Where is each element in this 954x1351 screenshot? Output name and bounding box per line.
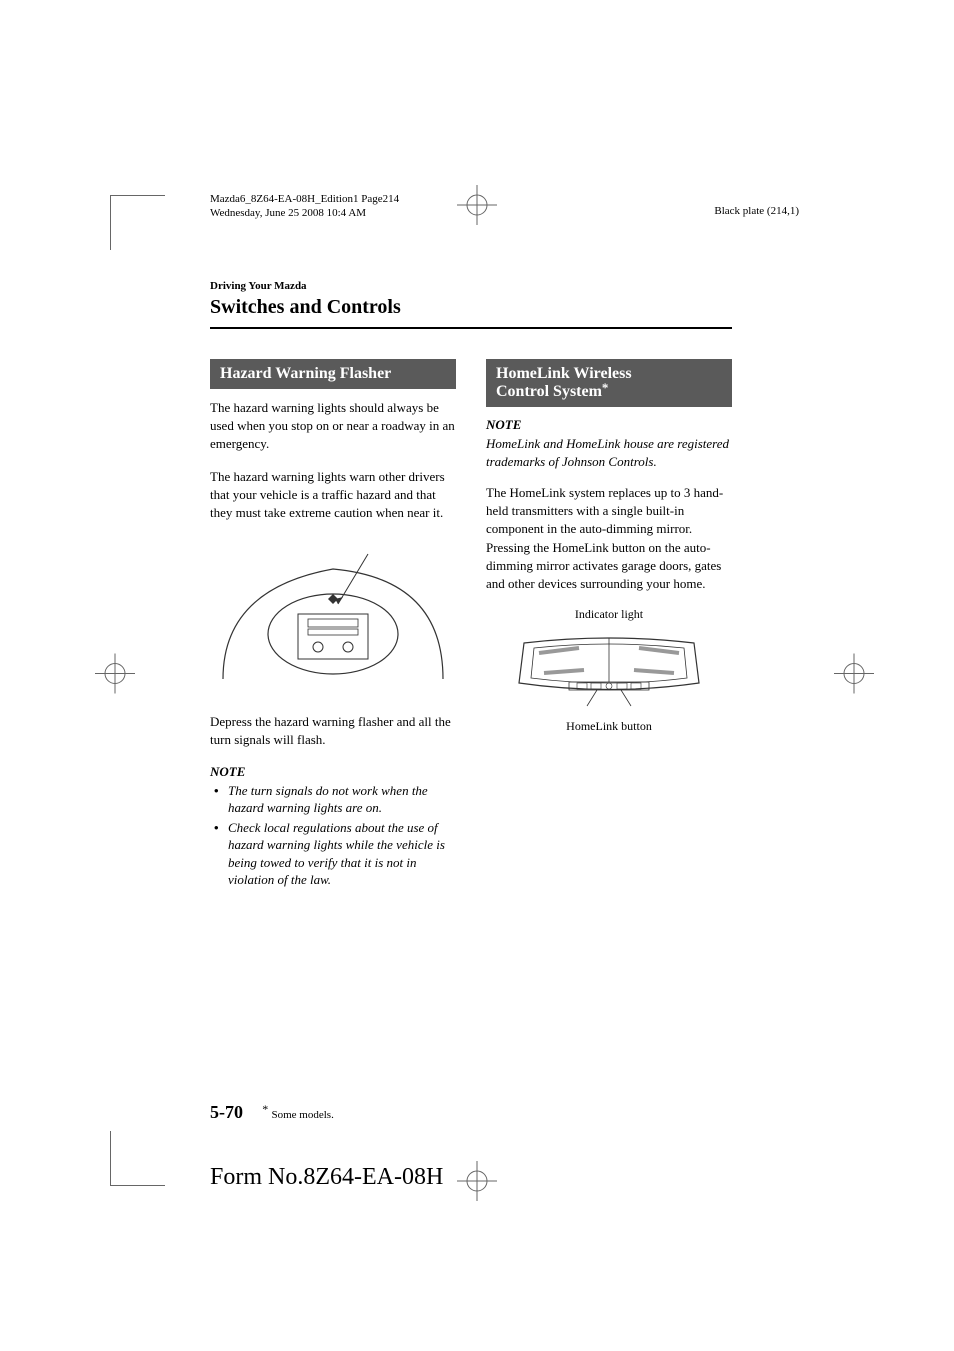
section-title-text: Control System [496,383,602,400]
footnote-symbol: * [262,1102,268,1116]
note-list-item: The turn signals do not work when the ha… [210,782,456,817]
chapter-title: Switches and Controls [210,296,732,329]
asterisk-icon: * [602,380,609,395]
section-header-hazard: Hazard Warning Flasher [210,359,456,389]
diagram-label-bottom: HomeLink button [486,719,732,734]
right-column: HomeLink Wireless Control System* NOTE H… [486,359,732,891]
body-paragraph: The hazard warning lights warn other dri… [210,468,456,523]
registration-mark [457,1161,497,1206]
registration-mark [834,653,874,698]
crop-mark-corner [110,195,165,250]
page-content: Driving Your Mazda Switches and Controls… [210,280,732,891]
body-paragraph: The hazard warning lights should always … [210,399,456,454]
mirror-illustration [509,628,709,708]
form-number: Form No.8Z64-EA-08H [210,1164,443,1191]
mirror-diagram: Indicator light [486,607,732,734]
body-paragraph: Depress the hazard warning flasher and a… [210,713,456,749]
body-paragraph: The HomeLink system replaces up to 3 han… [486,484,732,593]
doc-info-line: Wednesday, June 25 2008 10:4 AM [210,206,399,220]
footnote-text: Some models. [272,1109,334,1121]
diagram-label-top: Indicator light [486,607,732,622]
note-text: HomeLink and HomeLink house are register… [486,435,732,470]
note-label: NOTE [486,417,732,433]
dashboard-illustration [210,536,456,701]
section-header-homelink: HomeLink Wireless Control System* [486,359,732,407]
page-footer: 5-70 * Some models. [210,1102,334,1123]
note-list-item: Check local regulations about the use of… [210,819,456,889]
crop-mark-corner [110,1131,165,1186]
note-list: The turn signals do not work when the ha… [210,782,456,889]
document-header-info: Mazda6_8Z64-EA-08H_Edition1 Page214 Wedn… [210,192,399,221]
registration-mark [457,185,497,230]
breadcrumb: Driving Your Mazda [210,280,732,292]
doc-info-line: Mazda6_8Z64-EA-08H_Edition1 Page214 [210,192,399,206]
black-plate-label: Black plate (214,1) [714,205,799,217]
registration-mark [95,653,135,698]
section-title-text: HomeLink Wireless [496,365,632,382]
page-number: 5-70 [210,1102,243,1122]
left-column: Hazard Warning Flasher The hazard warnin… [210,359,456,891]
note-label: NOTE [210,764,456,780]
two-column-layout: Hazard Warning Flasher The hazard warnin… [210,359,732,891]
